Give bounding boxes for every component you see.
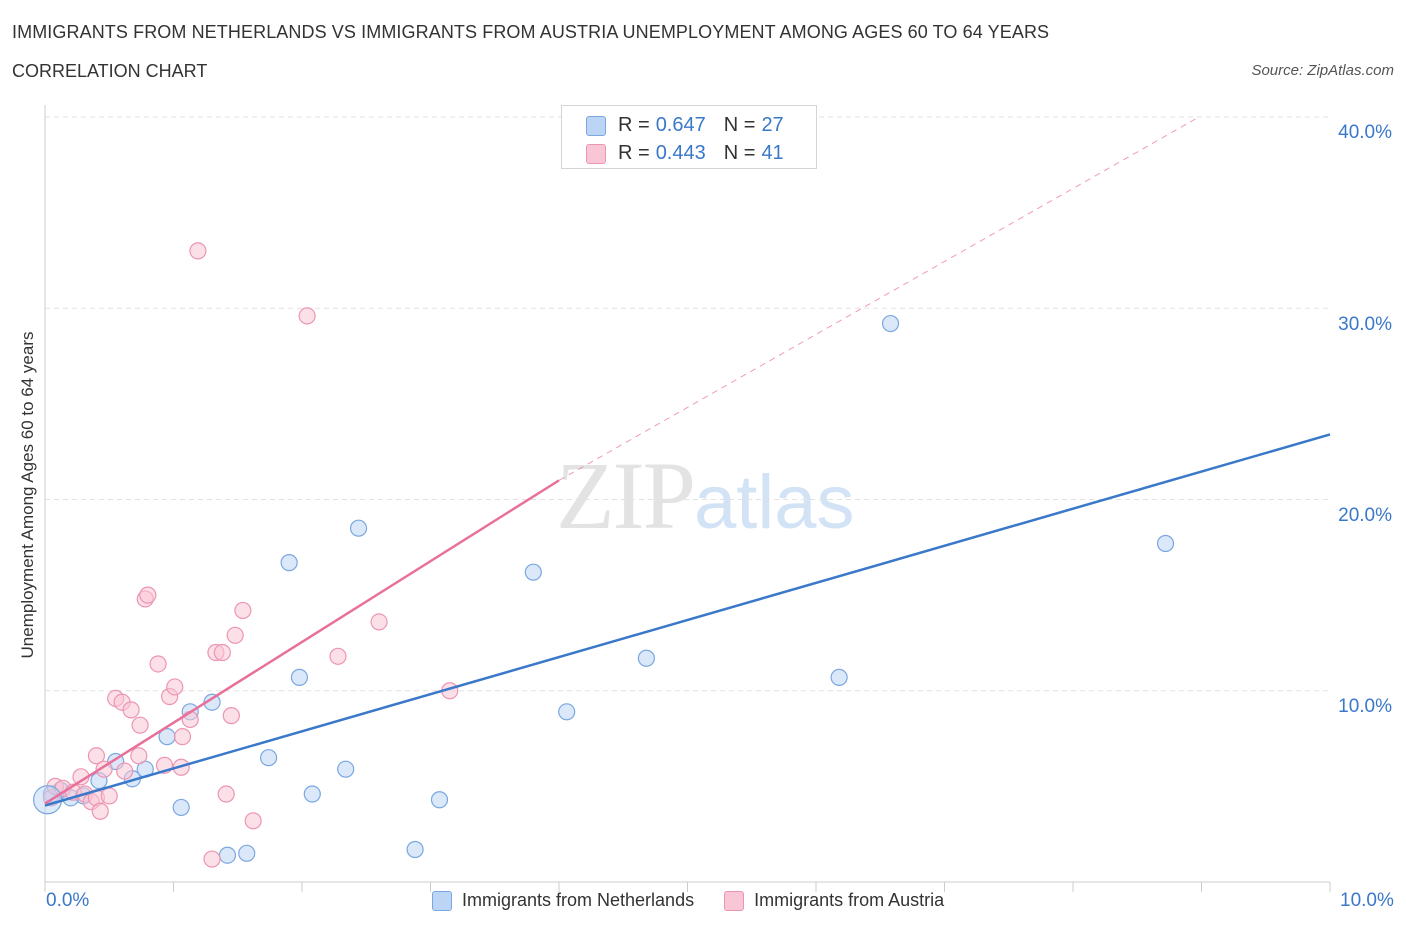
austria-point-23 <box>166 678 184 696</box>
legend-item-netherlands[interactable]: Immigrants from Netherlands <box>432 890 694 911</box>
austria-point-27 <box>189 242 207 260</box>
austria-point-28 <box>203 850 221 868</box>
netherlands-point-21 <box>430 791 449 809</box>
austria-point-8 <box>87 747 106 765</box>
austria-trend-line <box>44 479 560 805</box>
source-label: Source: ZipAtlas.com <box>1251 62 1394 79</box>
n-label: N = <box>723 142 756 164</box>
austria-point-31 <box>217 785 235 803</box>
watermark: ZIPatlas <box>556 440 855 551</box>
netherlands-point-24 <box>637 649 655 667</box>
netherlands-legend-swatch <box>432 890 452 911</box>
netherlands-point-17 <box>303 785 321 803</box>
y-axis-label: Unemployment Among Ages 60 to 64 years <box>18 331 37 659</box>
y-tick-label-30: 30.0% <box>1338 314 1392 335</box>
austria-point-35 <box>244 812 262 830</box>
austria-swatch <box>586 143 606 164</box>
n-value: 41 <box>761 142 784 164</box>
netherlands-point-18 <box>337 760 355 778</box>
legend-label-netherlands: Immigrants from Netherlands <box>462 890 695 910</box>
austria-point-32 <box>222 707 240 725</box>
stats-row-netherlands: R = 0.647 N = 27 <box>586 114 784 137</box>
netherlands-point-22 <box>524 563 542 581</box>
netherlands-point-27 <box>1156 534 1175 553</box>
netherlands-point-26 <box>881 314 900 333</box>
austria-point-33 <box>226 626 244 644</box>
stats-legend: R = 0.647 N = 27 R = 0.443 N = 41 <box>561 105 817 169</box>
chart-title: IMMIGRANTS FROM NETHERLANDS VS IMMIGRANT… <box>12 22 1050 42</box>
netherlands-point-20 <box>406 840 424 859</box>
x-tick-label-max: 10.0% <box>1340 890 1394 911</box>
austria-point-16 <box>130 747 148 765</box>
netherlands-trend-line <box>44 433 1331 807</box>
r-value: 0.443 <box>655 142 706 164</box>
austria-point-20 <box>149 655 167 673</box>
netherlands-swatch <box>586 115 606 136</box>
austria-trend-extension <box>558 116 1200 481</box>
r-label: R = <box>618 142 650 164</box>
y-tick-label-20: 20.0% <box>1338 505 1392 526</box>
austria-legend-swatch <box>724 890 745 911</box>
austria-point-34 <box>234 601 252 620</box>
netherlands-point-16 <box>290 668 309 686</box>
watermark-atlas: atlas <box>694 460 855 545</box>
legend-item-austria[interactable]: Immigrants from Austria <box>724 890 944 911</box>
austria-point-37 <box>329 647 347 665</box>
netherlands-point-23 <box>558 703 576 721</box>
austria-point-15 <box>122 701 140 719</box>
watermark-zip: ZIP <box>556 442 696 549</box>
austria-point-14 <box>116 762 134 780</box>
y-tick-label-10: 10.0% <box>1338 696 1392 717</box>
austria-point-36 <box>298 307 316 325</box>
legend-label-austria: Immigrants from Austria <box>754 890 945 910</box>
netherlands-cluster-point <box>32 785 63 815</box>
netherlands-point-25 <box>830 668 848 686</box>
netherlands-point-19 <box>349 519 368 537</box>
netherlands-point-12 <box>218 846 237 864</box>
austria-point-30 <box>213 643 231 662</box>
austria-point-19 <box>139 586 157 604</box>
austria-point-38 <box>370 613 388 631</box>
netherlands-point-13 <box>238 844 256 862</box>
x-tick-label-min: 0.0% <box>46 890 90 911</box>
austria-point-17 <box>131 716 149 734</box>
stats-row-austria: R = 0.443 N = 41 <box>586 142 784 165</box>
netherlands-point-9 <box>172 798 190 817</box>
netherlands-point-14 <box>259 749 278 767</box>
austria-point-9 <box>91 802 109 820</box>
austria-point-25 <box>173 728 192 746</box>
y-tick-label-40: 40.0% <box>1338 122 1392 143</box>
netherlands-point-15 <box>280 554 298 572</box>
chart-subtitle: CORRELATION CHART <box>12 61 208 81</box>
austria-point-26 <box>181 710 199 729</box>
n-value: 27 <box>761 114 784 136</box>
austria-point-11 <box>100 787 118 805</box>
r-value: 0.647 <box>655 114 706 136</box>
r-label: R = <box>618 114 650 136</box>
n-label: N = <box>723 114 756 136</box>
bottom-legend: Immigrants from Netherlands Immigrants f… <box>432 890 944 911</box>
